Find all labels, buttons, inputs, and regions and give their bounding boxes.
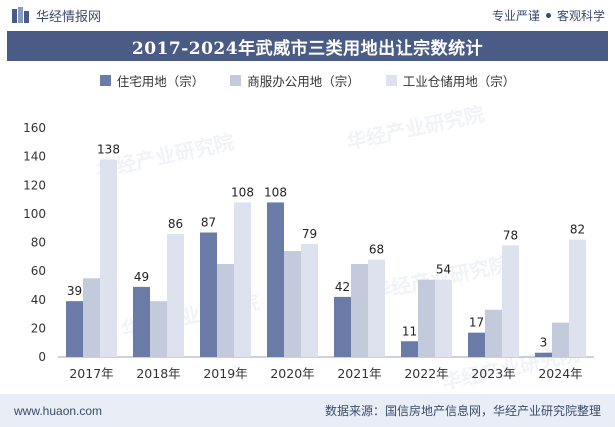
- bar-residential: [133, 286, 150, 357]
- data-label-residential: 49: [134, 270, 149, 284]
- data-label-residential: 42: [335, 280, 350, 294]
- bar-residential: [401, 341, 418, 357]
- data-label-residential: 87: [201, 215, 216, 229]
- x-tick-label: 2017年: [69, 366, 113, 381]
- slogan: 专业严谨 客观科学: [492, 7, 605, 24]
- data-label-industrial: 108: [231, 185, 254, 199]
- slogan-left: 专业严谨: [491, 8, 540, 23]
- data-label-industrial: 68: [369, 243, 384, 257]
- bar-residential: [66, 301, 83, 357]
- brand-name: 华经情报网: [36, 9, 102, 25]
- bar-industrial: [234, 202, 251, 357]
- data-label-residential: 108: [264, 185, 287, 199]
- y-tick-label: 80: [31, 236, 46, 250]
- y-tick-label: 20: [31, 321, 46, 335]
- data-label-residential: 3: [540, 336, 548, 350]
- legend-label-industrial: 工业仓储用地（宗）: [402, 73, 516, 89]
- y-tick-label: 160: [23, 121, 46, 135]
- bar-commercial: [217, 263, 234, 357]
- slogan-right: 客观科学: [556, 8, 605, 23]
- bar-residential: [535, 352, 552, 357]
- x-tick-label: 2024年: [538, 366, 582, 381]
- bar-commercial: [150, 301, 167, 357]
- bar-commercial: [351, 263, 368, 357]
- data-label-industrial: 78: [503, 228, 518, 242]
- footer-url: www.huaon.com: [14, 403, 103, 418]
- x-tick-label: 2021年: [337, 366, 381, 381]
- data-label-residential: 39: [67, 284, 82, 298]
- bar-commercial: [83, 278, 100, 357]
- legend-label-commercial: 商服办公用地（宗）: [247, 73, 360, 89]
- bar-industrial: [435, 279, 452, 357]
- y-tick-label: 100: [23, 207, 46, 221]
- legend-swatch-industrial: [385, 74, 397, 86]
- bar-residential: [267, 202, 284, 357]
- bar-commercial: [418, 279, 435, 357]
- data-label-industrial: 82: [570, 223, 585, 237]
- data-label-industrial: 54: [436, 263, 451, 277]
- bar-industrial: [301, 243, 318, 357]
- data-label-industrial: 86: [168, 217, 183, 231]
- bar-industrial: [368, 259, 385, 357]
- top-bar: 华经情报网 专业严谨 客观科学: [0, 0, 615, 30]
- bar-industrial: [569, 239, 586, 357]
- bar-residential: [334, 296, 351, 357]
- legend-swatch-commercial: [230, 74, 242, 86]
- x-tick-label: 2022年: [404, 366, 448, 381]
- x-tick-label: 2023年: [471, 366, 515, 381]
- bar-industrial: [167, 233, 184, 357]
- bar-industrial: [100, 159, 117, 357]
- x-tick-label: 2019年: [203, 366, 247, 381]
- footer: www.huaon.com 数据来源：国信房地产信息网，华经产业研究院整理: [0, 394, 615, 427]
- y-tick-label: 120: [23, 178, 46, 192]
- bar-commercial: [552, 322, 569, 357]
- brand: 华经情报网: [12, 6, 101, 25]
- bar-commercial: [284, 251, 301, 357]
- data-label-industrial: 79: [302, 227, 317, 241]
- bar-residential: [200, 232, 217, 357]
- separator-dot-icon: [545, 12, 551, 18]
- brand-logo-icon: [12, 7, 29, 23]
- chart-title: 2017-2024年武威市三类用地出让宗数统计: [7, 31, 608, 61]
- legend-item-residential: 住宅用地（宗）: [99, 70, 205, 90]
- bar-commercial: [485, 309, 502, 357]
- data-label-residential: 17: [469, 316, 484, 330]
- y-tick-label: 40: [31, 293, 46, 307]
- x-tick-label: 2018年: [136, 366, 180, 381]
- legend-item-commercial: 商服办公用地（宗）: [230, 70, 360, 90]
- y-tick-label: 140: [23, 150, 46, 164]
- legend-swatch-residential: [99, 74, 111, 86]
- legend-label-residential: 住宅用地（宗）: [116, 73, 205, 89]
- y-tick-label: 0: [38, 350, 46, 364]
- bar-residential: [468, 332, 485, 357]
- legend-item-industrial: 工业仓储用地（宗）: [385, 70, 516, 90]
- data-label-industrial: 138: [97, 142, 120, 156]
- x-tick-label: 2020年: [270, 366, 314, 381]
- data-label-residential: 11: [402, 324, 417, 338]
- footer-source: 数据来源：国信房地产信息网，华经产业研究院整理: [324, 404, 601, 418]
- chart-legend: 住宅用地（宗） 商服办公用地（宗） 工业仓储用地（宗）: [0, 70, 615, 90]
- bar-industrial: [502, 245, 519, 357]
- y-tick-label: 60: [31, 264, 46, 278]
